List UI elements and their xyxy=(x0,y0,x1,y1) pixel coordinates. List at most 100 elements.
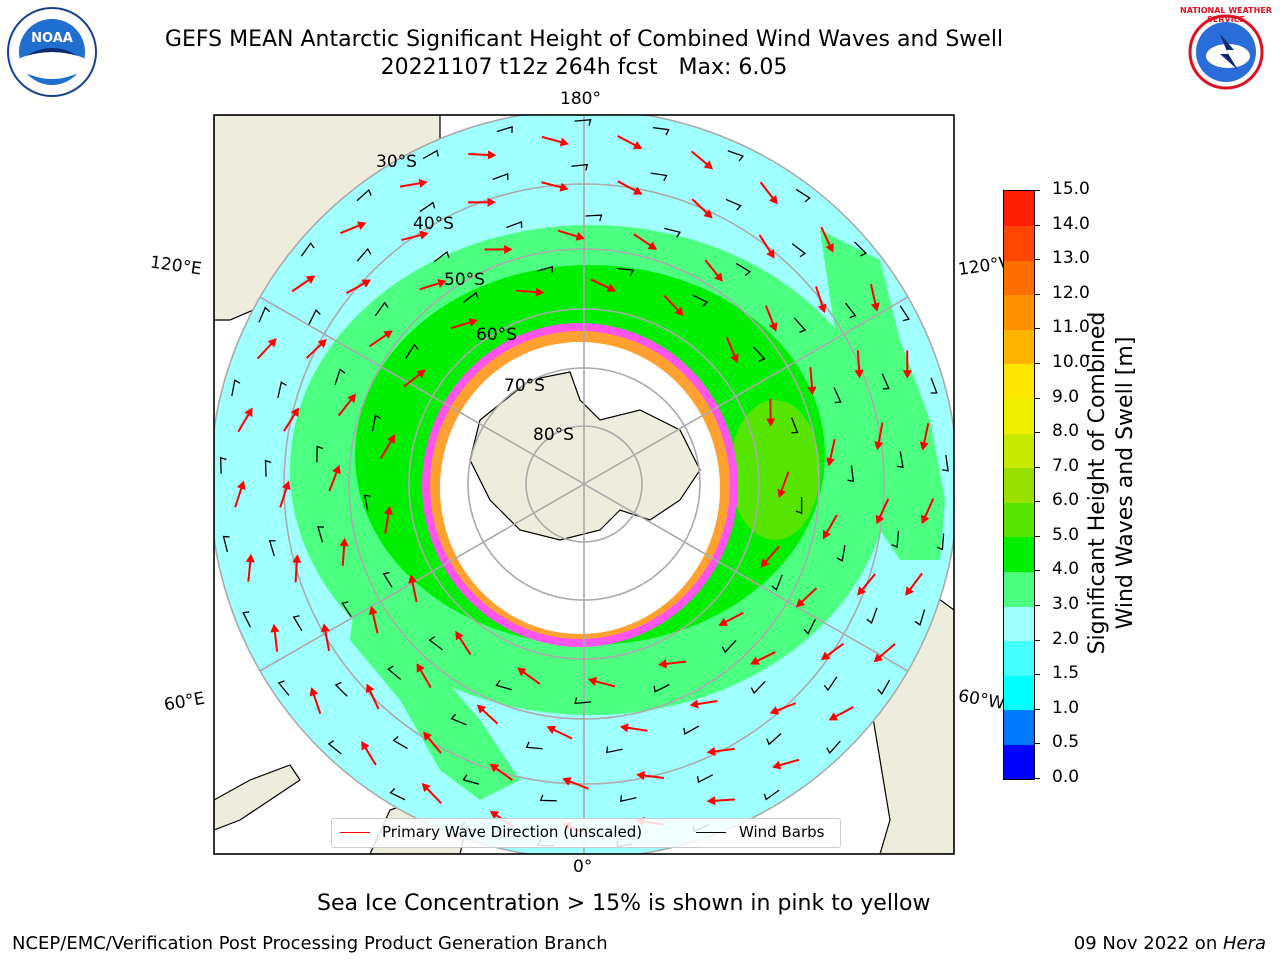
wave-arrow-head xyxy=(356,221,367,230)
nws-logo-text: NATIONAL WEATHER SERVICE xyxy=(1180,6,1272,24)
wave-arrow-head xyxy=(562,777,572,786)
colorbar-tick-mark xyxy=(1034,224,1040,226)
wave-arrow-head xyxy=(820,651,831,661)
footer-date: 09 Nov 2022 on xyxy=(1073,933,1223,954)
wave-arrow-head xyxy=(703,209,713,219)
wind-barb xyxy=(617,267,634,276)
wave-arrow-head xyxy=(870,302,880,312)
wave-arrow-head xyxy=(825,457,835,467)
wind-barb xyxy=(725,198,742,211)
wind-barb xyxy=(433,250,450,263)
wave-arrow-head xyxy=(416,663,425,673)
colorbar-segment xyxy=(1004,536,1034,572)
wave-arrow-head xyxy=(487,197,496,207)
wave-arrow-head xyxy=(919,441,929,451)
wave-arrow-head xyxy=(546,725,557,735)
wave-arrow-head xyxy=(718,617,728,626)
wind-barb xyxy=(653,684,670,693)
wave-arrow-head xyxy=(366,683,375,694)
wind-barb xyxy=(258,306,271,323)
wave-arrow-head xyxy=(290,407,299,417)
colorbar-tick-mark xyxy=(1034,190,1040,191)
colorbar-tick-mark xyxy=(1034,328,1040,330)
wind-barb xyxy=(766,733,782,746)
wind-barb xyxy=(795,188,811,203)
wind-barb xyxy=(930,377,938,394)
wave-arrow-head xyxy=(632,186,643,195)
wind-barb xyxy=(942,454,949,472)
wave-arrow-head xyxy=(320,623,330,633)
wind-barb xyxy=(492,172,509,180)
lat-label-50s: 50°S xyxy=(444,270,485,290)
wind-barb xyxy=(692,294,709,307)
wave-arrow-head xyxy=(875,514,885,525)
colorbar-tick-label: 6.0 xyxy=(1052,490,1080,511)
africa-land xyxy=(214,764,301,831)
wind-barb xyxy=(899,305,910,322)
colorbar-tick-mark xyxy=(1034,259,1040,261)
wind-barb xyxy=(277,680,290,696)
colorbar-tick-mark xyxy=(1034,570,1040,572)
colorbar-tick-label: 5.0 xyxy=(1052,524,1080,545)
wave-arrow-head xyxy=(874,441,884,451)
wave-arrow-head xyxy=(766,249,775,259)
wind-barb xyxy=(750,681,766,695)
wave-arrow-head xyxy=(361,279,372,288)
wind-barb xyxy=(334,368,346,385)
wind-barb xyxy=(833,387,842,404)
wind-barb xyxy=(462,774,479,785)
colorbar-tick-label: 0.0 xyxy=(1052,767,1080,787)
colorbar-segment xyxy=(1004,709,1034,745)
wave-arrow-head xyxy=(636,771,645,781)
meridian-label-0: 0° xyxy=(573,857,593,877)
wave-arrow-head xyxy=(559,182,569,192)
wave-arrow-head xyxy=(309,687,319,697)
wind-barb xyxy=(763,789,780,801)
band-5-6m xyxy=(730,400,820,540)
lat-label-70s: 70°S xyxy=(504,376,545,396)
wind-barb xyxy=(317,526,325,543)
wind-barb xyxy=(936,533,945,551)
wave-arrow-head xyxy=(245,553,255,563)
wind-barb xyxy=(525,741,543,750)
wave-arrow-head xyxy=(416,369,426,379)
wind-barb xyxy=(277,381,287,398)
wind-barb xyxy=(327,740,342,755)
wind-barb xyxy=(496,125,513,133)
colorbar-tick-label: 4.0 xyxy=(1052,559,1080,580)
wind-barb xyxy=(771,574,783,591)
colorbar-tick-label: 12.0 xyxy=(1052,282,1090,303)
wind-barb xyxy=(620,795,637,803)
wave-arrow-head xyxy=(305,275,316,284)
wave-arrow-head xyxy=(750,656,760,665)
wave-arrow-head xyxy=(575,231,585,241)
colorbar-tick-mark xyxy=(1034,432,1040,434)
wave-arrow-head xyxy=(606,283,617,292)
wind-barb xyxy=(334,681,348,697)
wave-arrow-head xyxy=(339,537,349,547)
wind-barb xyxy=(316,445,324,463)
colorbar-segment xyxy=(1004,363,1034,400)
wind-barb xyxy=(222,535,230,553)
colorbar-tick-label: 3.0 xyxy=(1052,594,1080,615)
wave-arrow-head xyxy=(419,230,429,240)
colorbar-segment xyxy=(1004,433,1034,469)
wave-arrow-head xyxy=(423,731,432,741)
wave-arrow-head xyxy=(689,699,699,709)
wave-arrow-head xyxy=(706,796,716,806)
wave-arrow-head xyxy=(857,586,867,596)
wind-barb xyxy=(585,214,603,222)
wind-barb xyxy=(683,725,700,735)
wave-arrow-head xyxy=(468,318,478,327)
wave-arrow-head xyxy=(517,667,527,677)
wind-barb xyxy=(791,243,807,258)
wind-barb xyxy=(389,788,406,801)
wave-arrow-head xyxy=(559,137,569,147)
wind-barb xyxy=(826,740,841,755)
wave-arrow-head xyxy=(421,782,431,793)
colorbar-segment xyxy=(1004,675,1034,711)
wind-barb xyxy=(891,531,900,549)
wave-arrow-head xyxy=(455,630,464,641)
colorbar-segment xyxy=(1004,260,1034,296)
colorbar-tick-mark xyxy=(1034,778,1040,779)
